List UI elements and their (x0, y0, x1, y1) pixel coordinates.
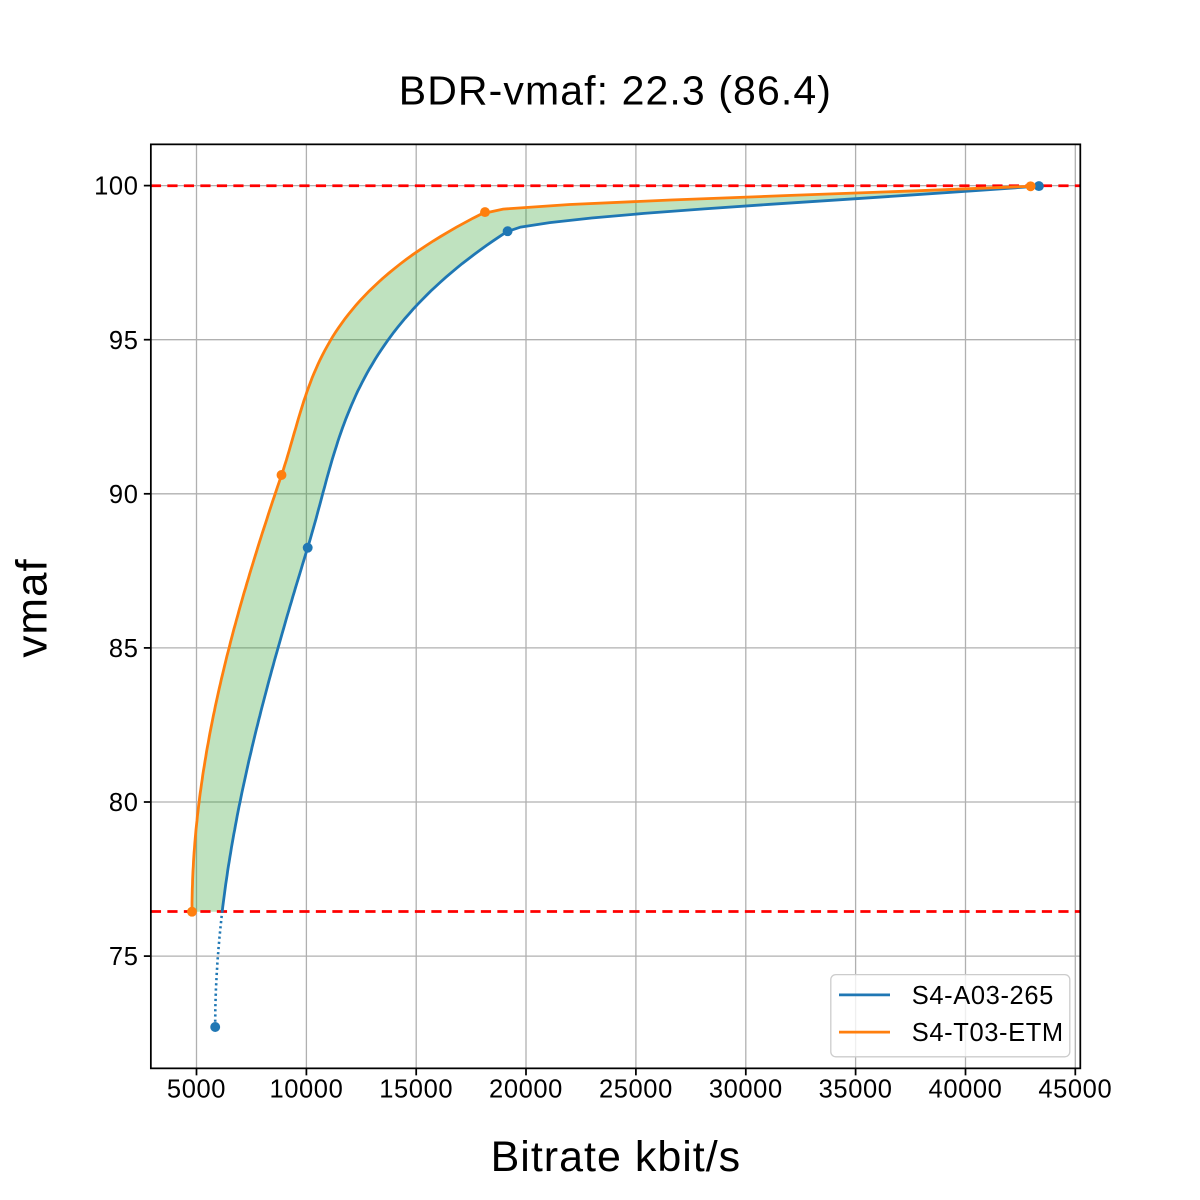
svg-text:25000: 25000 (599, 1075, 673, 1103)
svg-text:35000: 35000 (819, 1075, 893, 1103)
svg-text:5000: 5000 (167, 1075, 226, 1103)
svg-text:vmaf: vmaf (8, 558, 57, 657)
svg-text:BDR-vmaf: 22.3 (86.4): BDR-vmaf: 22.3 (86.4) (399, 67, 832, 113)
svg-text:80: 80 (109, 789, 139, 817)
svg-text:30000: 30000 (709, 1075, 783, 1103)
svg-text:S4-T03-ETM: S4-T03-ETM (912, 1019, 1064, 1047)
svg-text:75: 75 (109, 943, 139, 971)
svg-text:90: 90 (109, 481, 139, 509)
svg-text:15000: 15000 (379, 1075, 453, 1103)
svg-text:85: 85 (109, 635, 139, 663)
svg-text:100: 100 (94, 173, 138, 201)
svg-text:10000: 10000 (269, 1075, 343, 1103)
svg-text:20000: 20000 (489, 1075, 563, 1103)
svg-text:Bitrate kbit/s: Bitrate kbit/s (491, 1133, 742, 1181)
svg-text:95: 95 (109, 327, 139, 355)
svg-text:40000: 40000 (929, 1075, 1003, 1103)
svg-text:45000: 45000 (1038, 1075, 1112, 1103)
svg-text:S4-A03-265: S4-A03-265 (912, 982, 1054, 1010)
